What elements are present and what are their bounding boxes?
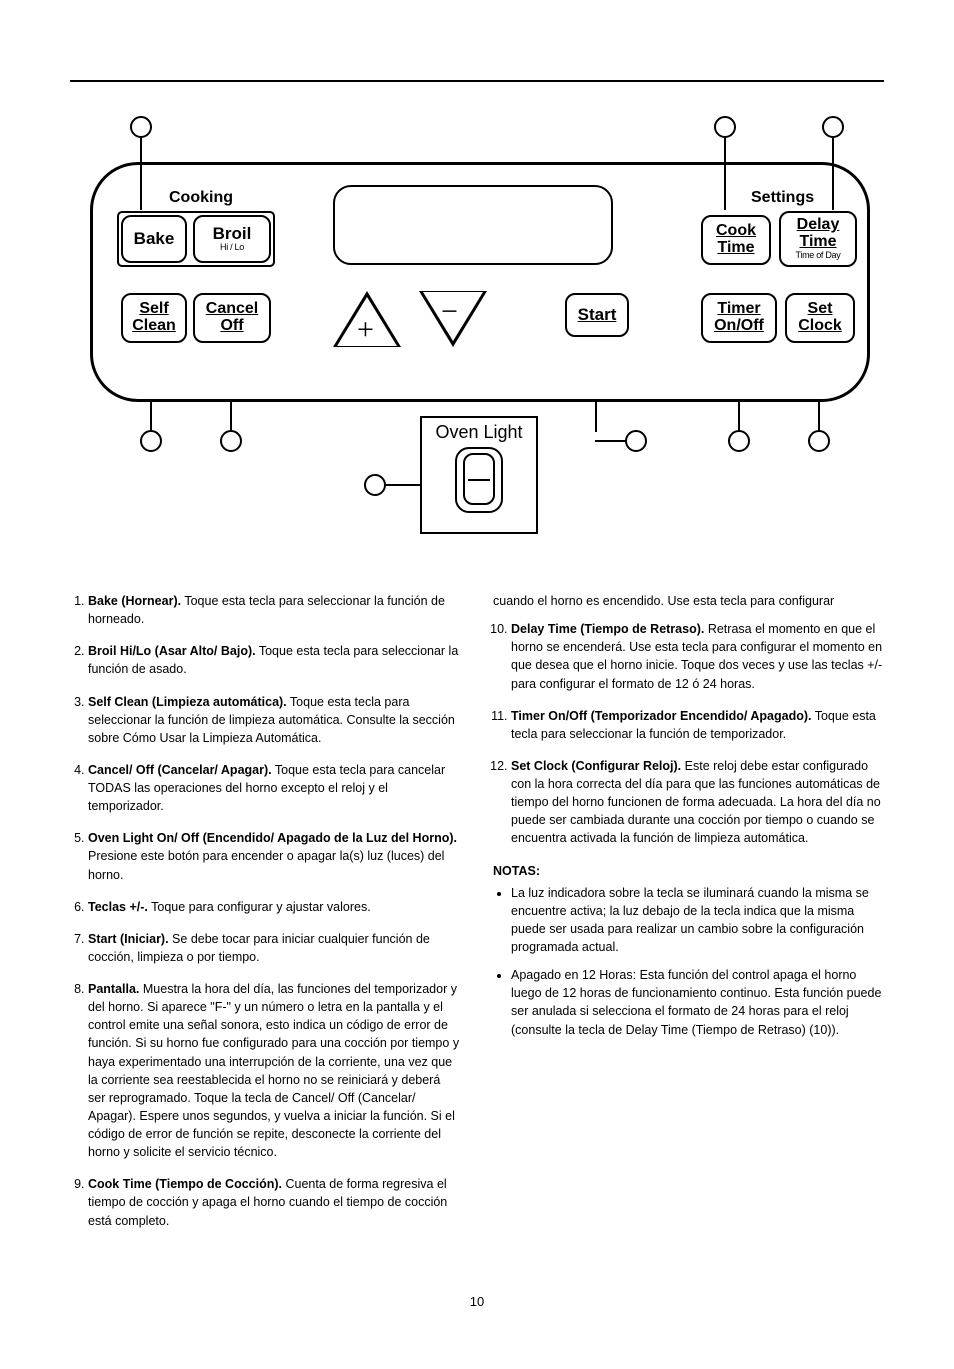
feature-item: Delay Time (Tiempo de Retraso). Retrasa … xyxy=(511,620,884,693)
control-panel-diagram: Cooking Settings Bake Broil Hi / Lo Self… xyxy=(70,102,884,562)
set-clock-button[interactable]: Set Clock xyxy=(785,293,855,343)
callout-5-line xyxy=(386,484,422,486)
bake-button[interactable]: Bake xyxy=(121,215,187,263)
top-rule xyxy=(70,80,884,82)
oven-display xyxy=(333,185,613,265)
feature-item: Cancel/ Off (Cancelar/ Apagar). Toque es… xyxy=(88,761,461,815)
feature-item: Cook Time (Tiempo de Cocción). Cuenta de… xyxy=(88,1175,461,1229)
feature-item: Bake (Hornear). Toque esta tecla para se… xyxy=(88,592,461,628)
set-clock-l1: Set xyxy=(808,301,833,318)
callout-9-circle xyxy=(714,116,736,138)
feature-name: Self Clean (Limpieza automática). xyxy=(88,695,287,709)
plus-icon: + xyxy=(357,315,374,345)
delay-time-sub: Time of Day xyxy=(796,251,841,260)
page-number: 10 xyxy=(70,1294,884,1309)
feature-item: Timer On/Off (Temporizador Encendido/ Ap… xyxy=(511,707,884,743)
broil-button[interactable]: Broil Hi / Lo xyxy=(193,215,271,263)
feature-item: Self Clean (Limpieza automática). Toque … xyxy=(88,693,461,747)
cook-time-button[interactable]: Cook Time xyxy=(701,215,771,265)
feature-text: Muestra la hora del día, las funciones d… xyxy=(88,982,459,1159)
callout-7-circle xyxy=(625,430,647,452)
feature-name: Bake (Hornear). xyxy=(88,594,181,608)
callout-11-line xyxy=(738,402,740,432)
minus-icon: − xyxy=(441,297,458,327)
col-right: cuando el horno es encendido. Use esta t… xyxy=(493,592,884,1244)
callout-7-line xyxy=(595,402,597,432)
bake-label: Bake xyxy=(134,230,175,248)
orphan-line: cuando el horno es encendido. Use esta t… xyxy=(493,592,884,610)
timer-button[interactable]: Timer On/Off xyxy=(701,293,777,343)
feature-name: Cancel/ Off (Cancelar/ Apagar). xyxy=(88,763,272,777)
notes-heading: NOTAS: xyxy=(493,862,884,880)
feature-name: Oven Light On/ Off (Encendido/ Apagado d… xyxy=(88,831,457,845)
callout-12-circle xyxy=(808,430,830,452)
feature-name: Pantalla. xyxy=(88,982,139,996)
cooking-section-label: Cooking xyxy=(169,189,233,207)
feature-item: Oven Light On/ Off (Encendido/ Apagado d… xyxy=(88,829,461,883)
set-clock-l2: Clock xyxy=(798,318,842,335)
feature-name: Broil Hi/Lo (Asar Alto/ Bajo). xyxy=(88,644,256,658)
callout-3-circle xyxy=(140,430,162,452)
callout-1-circle xyxy=(130,116,152,138)
oven-light-box: Oven Light xyxy=(420,416,538,534)
broil-sublabel: Hi / Lo xyxy=(220,243,244,252)
delay-time-l2: Time xyxy=(799,234,836,251)
cancel-l1: Cancel xyxy=(206,301,258,318)
feature-text: Toque para configurar y ajustar valores. xyxy=(148,900,371,914)
feature-text: Presione este botón para encender o apag… xyxy=(88,849,444,881)
col-left: Bake (Hornear). Toque esta tecla para se… xyxy=(70,592,461,1244)
feature-name: Set Clock (Configurar Reloj). xyxy=(511,759,681,773)
broil-label: Broil xyxy=(213,225,252,243)
timer-l2: On/Off xyxy=(714,318,764,335)
body-columns: Bake (Hornear). Toque esta tecla para se… xyxy=(70,592,884,1244)
feature-item: Teclas +/-. Toque para configurar y ajus… xyxy=(88,898,461,916)
callout-4-circle xyxy=(220,430,242,452)
self-clean-button[interactable]: Self Clean xyxy=(121,293,187,343)
callout-4-line xyxy=(230,402,232,432)
callout-7-hline xyxy=(595,440,627,442)
note-item: Apagado en 12 Horas: Esta función del co… xyxy=(511,966,884,1039)
callout-10-circle xyxy=(822,116,844,138)
callout-12-line xyxy=(818,402,820,432)
cancel-l2: Off xyxy=(220,318,243,335)
manual-page: Cooking Settings Bake Broil Hi / Lo Self… xyxy=(0,0,954,1369)
feature-name: Delay Time (Tiempo de Retraso). xyxy=(511,622,704,636)
cook-time-l1: Cook xyxy=(716,223,756,240)
notes-list: La luz indicadora sobre la tecla se ilum… xyxy=(493,884,884,1039)
feature-name: Cook Time (Tiempo de Cocción). xyxy=(88,1177,282,1191)
oven-light-switch[interactable] xyxy=(455,447,503,513)
feature-name: Timer On/Off (Temporizador Encendido/ Ap… xyxy=(511,709,811,723)
feature-list-left: Bake (Hornear). Toque esta tecla para se… xyxy=(70,592,461,1230)
oven-light-rocker xyxy=(463,453,495,505)
oven-control-panel: Cooking Settings Bake Broil Hi / Lo Self… xyxy=(90,162,870,402)
feature-name: Start (Iniciar). xyxy=(88,932,169,946)
feature-item: Pantalla. Muestra la hora del día, las f… xyxy=(88,980,461,1161)
cancel-off-button[interactable]: Cancel Off xyxy=(193,293,271,343)
feature-item: Start (Iniciar). Se debe tocar para inic… xyxy=(88,930,461,966)
callout-11-circle xyxy=(728,430,750,452)
callout-3-line xyxy=(150,402,152,432)
delay-time-button[interactable]: Delay Time Time of Day xyxy=(779,211,857,267)
self-clean-l1: Self xyxy=(139,301,168,318)
self-clean-l2: Clean xyxy=(132,318,176,335)
delay-time-l1: Delay xyxy=(797,217,840,234)
timer-l1: Timer xyxy=(717,301,760,318)
feature-name: Teclas +/-. xyxy=(88,900,148,914)
feature-list-right: Delay Time (Tiempo de Retraso). Retrasa … xyxy=(493,620,884,847)
note-item: La luz indicadora sobre la tecla se ilum… xyxy=(511,884,884,957)
start-button[interactable]: Start xyxy=(565,293,629,337)
feature-item: Broil Hi/Lo (Asar Alto/ Bajo). Toque est… xyxy=(88,642,461,678)
cook-time-l2: Time xyxy=(717,240,754,257)
oven-light-label: Oven Light xyxy=(422,422,536,443)
start-label: Start xyxy=(578,306,617,324)
feature-item: Set Clock (Configurar Reloj). Este reloj… xyxy=(511,757,884,848)
settings-section-label: Settings xyxy=(751,189,814,207)
callout-5-circle xyxy=(364,474,386,496)
